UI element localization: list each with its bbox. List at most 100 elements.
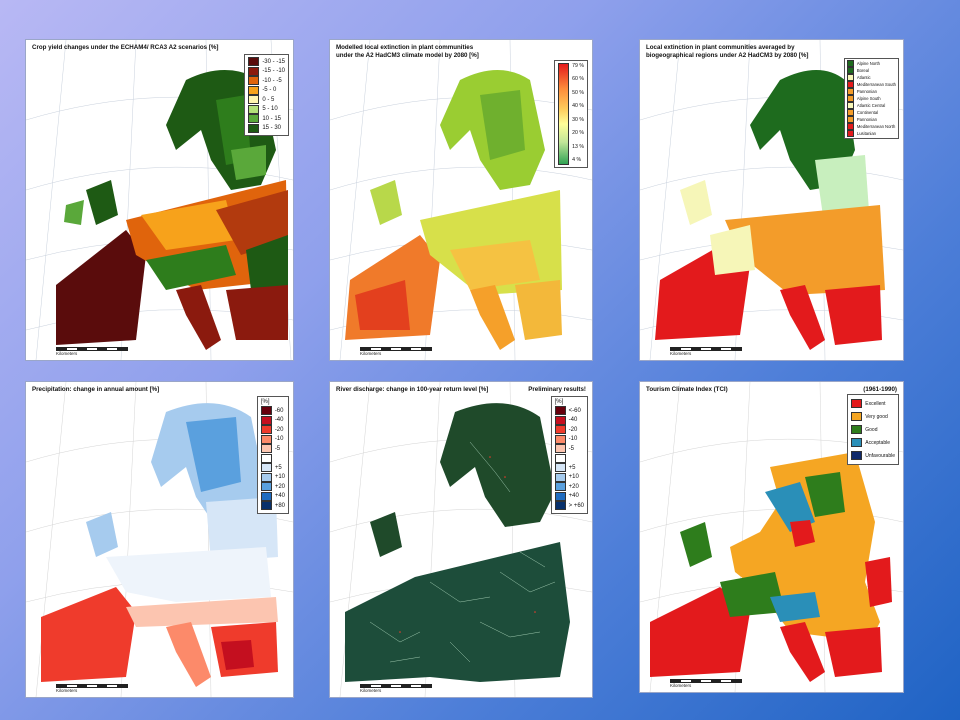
river-discharge-legend: [%] <-60 -40 -20 -10 -5 +5 +10 +20 +40 >… [550,396,588,514]
legend-row: -40 [260,415,285,426]
legend-swatch [248,76,260,86]
legend-swatch [260,491,272,501]
legend-swatch [851,451,863,460]
biogeo-extinction-title: Local extinction in plant communities av… [646,44,809,59]
legend-row: +5 [554,463,584,473]
legend-swatch [260,406,272,416]
legend-row: Atlantic [846,74,896,81]
legend-swatch [846,102,854,109]
legend-swatch [846,116,854,123]
legend-row: -20 [260,425,285,435]
legend-row: -40 [554,415,584,426]
legend-swatch [846,67,854,74]
legend-swatch [846,74,854,81]
legend-row: 15 - 30 [248,123,285,134]
legend-row: -5 - 0 [248,85,285,96]
legend-row: > +60 [554,501,584,511]
color-ramp [558,63,570,165]
legend-row: +5 [260,463,285,473]
legend-swatch [554,482,566,492]
legend-row: +10 [260,472,285,483]
legend-swatch [260,472,272,482]
legend-row: -5 [260,444,285,454]
river-discharge-title: River discharge: change in 100-year retu… [336,386,489,393]
legend-row: Continental [846,109,896,116]
legend-row: Mediterranean South [846,81,896,88]
ramp-label: 60 % [572,76,584,83]
legend-swatch [260,463,272,473]
tourism-climate-map-image [640,382,903,692]
legend-row: Boreal [846,67,896,74]
legend-row: +40 [260,491,285,502]
legend-swatch [846,130,854,137]
crop-yield-map-image [26,40,293,360]
legend-swatch [248,114,260,124]
precipitation-map-image [26,382,293,697]
legend-swatch [554,491,566,501]
legend-row: Mediterranean North [846,123,896,130]
legend-swatch [248,95,260,105]
legend-swatch [851,399,863,408]
ramp-label: 50 % [572,89,584,96]
tourism-climate-legend: Excellent Very good Good Acceptable Unfa… [847,394,899,465]
legend-row: +40 [554,491,584,502]
tourism-climate-period: (1961-1990) [863,386,897,393]
legend-swatch [260,415,272,425]
scale-bar: Kilometers [56,347,128,356]
legend-row: 0 - 5 [248,95,285,105]
precipitation-title: Precipitation: change in annual amount [… [32,386,160,393]
ramp-label: 13 % [572,143,584,150]
legend-row: 5 - 10 [248,104,285,115]
legend-row: Good [851,423,895,436]
legend-row: -10 [260,434,285,445]
tourism-climate-title: Tourism Climate Index (TCI) [646,386,728,393]
biogeo-extinction-legend: Alpine North Boreal Atlantic Mediterrane… [843,58,899,139]
scale-bar: Kilometers [360,347,432,356]
legend-row: +20 [554,482,584,492]
plant-extinction-map: Modelled local extinction in plant commu… [330,40,592,360]
legend-swatch [554,501,566,511]
legend-swatch [248,123,260,133]
legend-row: <-60 [554,406,584,416]
legend-swatch [554,406,566,416]
legend-swatch [248,104,260,114]
legend-row: Excellent [851,397,895,410]
legend-row: -30 - -15 [248,57,285,67]
legend-row: -5 [554,444,584,454]
legend-swatch [554,472,566,482]
legend-row: Pannonian [846,116,896,123]
legend-swatch [554,463,566,473]
legend-swatch [248,66,260,76]
legend-swatch [260,444,272,454]
legend-swatch [554,425,566,435]
plant-extinction-map-image [330,40,592,360]
tourism-climate-map: Tourism Climate Index (TCI) (1961-1990) … [640,382,903,692]
legend-row [554,453,584,464]
legend-row: -60 [260,406,285,416]
legend-swatch [846,60,854,67]
legend-swatch [554,415,566,425]
biogeo-extinction-map-image [640,40,903,360]
legend-row: Alpine North [846,60,896,67]
legend-swatch [554,434,566,444]
scale-bar: Kilometers [670,347,742,356]
legend-row: +80 [260,501,285,511]
legend-row: 10 - 15 [248,114,285,124]
legend-swatch [851,425,863,434]
biogeo-extinction-map: Local extinction in plant communities av… [640,40,903,360]
legend-row: -10 [554,434,584,445]
crop-yield-map: Crop yield changes under the ECHAM4/ RCA… [26,40,293,360]
legend-swatch [248,57,260,67]
crop-yield-title: Crop yield changes under the ECHAM4/ RCA… [32,44,219,51]
legend-row: +20 [260,482,285,492]
ramp-label: 79 % [572,63,584,69]
legend-swatch [554,453,566,463]
ramp-label: 30 % [572,116,584,123]
ramp-label: 20 % [572,130,584,137]
legend-row: +10 [554,472,584,483]
river-discharge-map-image [330,382,592,697]
plant-extinction-title: Modelled local extinction in plant commu… [336,44,479,59]
legend-swatch [846,109,854,116]
precipitation-legend: [%] -60 -40 -20 -10 -5 +5 +10 +20 +40 +8… [256,396,289,514]
legend-swatch [846,88,854,95]
